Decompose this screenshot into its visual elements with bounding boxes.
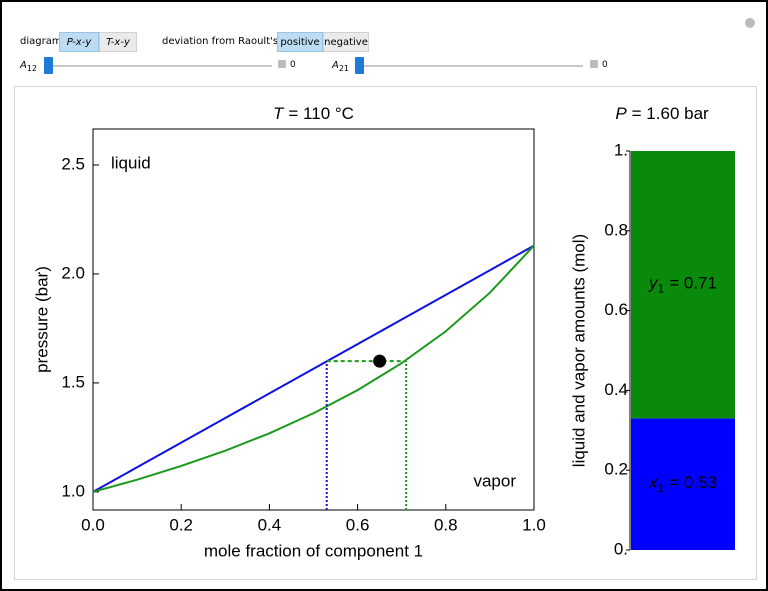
y-tick-label: 0.2 bbox=[604, 460, 628, 479]
line-series bbox=[92, 244, 535, 493]
chart: P = 1.60 bar 0. 0.2 0.4 0.6 0.8 1. liquid and va… bbox=[569, 104, 735, 558]
chart-title: T = 110 °C bbox=[273, 104, 354, 123]
chart: T = 110 °C 0.0 0.2 0.4 0.6 0.8 1.0 1.0 1.5 2.0 2.5 m… bbox=[32, 104, 545, 560]
annotation: liquid bbox=[111, 153, 151, 172]
title-text: = 1.60 bar bbox=[632, 104, 709, 123]
y-tick-label: 0.8 bbox=[604, 220, 628, 239]
label-subscript: 1 bbox=[658, 282, 665, 296]
slider-thumb[interactable] bbox=[355, 57, 364, 74]
bar-segment bbox=[631, 151, 735, 419]
deviation-option[interactable]: positive bbox=[277, 32, 323, 52]
diagram-option[interactable]: P-x-y bbox=[59, 32, 99, 52]
y-tick-label: 0.6 bbox=[604, 300, 628, 319]
deviation-option[interactable]: negative bbox=[323, 32, 369, 52]
diagram-label: diagram bbox=[20, 36, 62, 47]
title-text: = 110 °C bbox=[288, 104, 354, 123]
x-tick-label: 0.2 bbox=[169, 515, 193, 534]
slider-expand[interactable] bbox=[590, 60, 598, 68]
bar-segment bbox=[631, 418, 735, 550]
slider-value: 0 bbox=[602, 60, 608, 70]
slider-expand[interactable] bbox=[278, 60, 286, 68]
y-tick-label: 2.5 bbox=[61, 154, 85, 173]
y-axis-label: pressure (bar) bbox=[32, 266, 51, 373]
state-point bbox=[373, 354, 387, 368]
x-tick-label: 0.4 bbox=[258, 515, 282, 534]
bar-label: x1 = 0.53 bbox=[648, 474, 717, 496]
title-symbol: P bbox=[615, 104, 627, 123]
y-tick-label: 1. bbox=[614, 140, 628, 159]
slider-track[interactable] bbox=[355, 65, 583, 67]
slider-track[interactable] bbox=[44, 65, 272, 67]
plot-frame bbox=[92, 128, 535, 511]
deviation-label: deviation from Raoult's law bbox=[162, 36, 299, 47]
y-tick-label: 2.0 bbox=[61, 263, 85, 282]
output-panel bbox=[14, 86, 757, 580]
slider-thumb[interactable] bbox=[44, 57, 53, 74]
diagram-option[interactable]: T-x-y bbox=[99, 32, 137, 52]
x-axis-label: mole fraction of component 1 bbox=[204, 541, 423, 560]
slider-subscript: 21 bbox=[338, 64, 350, 73]
slider-symbol: A bbox=[20, 60, 27, 71]
x-tick-label: 0.6 bbox=[346, 515, 370, 534]
y-tick-label: 1.5 bbox=[61, 372, 85, 391]
line-series bbox=[92, 244, 535, 493]
slider-subscript: 12 bbox=[26, 64, 38, 73]
annotation: vapor bbox=[473, 471, 516, 490]
title-symbol: T bbox=[273, 104, 285, 123]
x-tick-label: 0.0 bbox=[81, 515, 105, 534]
y-tick-label: 1.0 bbox=[61, 481, 85, 500]
label-subscript: 1 bbox=[658, 481, 665, 495]
label-text: = 0.71 bbox=[669, 274, 717, 293]
y-tick-label: 0. bbox=[614, 539, 628, 558]
slider-label: A21 bbox=[332, 60, 349, 73]
y-axis-label: liquid and vapor amounts (mol) bbox=[569, 234, 588, 467]
label-symbol: x bbox=[648, 474, 658, 493]
label-symbol: y bbox=[648, 274, 659, 293]
bar-label: y1 = 0.71 bbox=[648, 274, 717, 296]
slider-symbol: A bbox=[332, 60, 339, 71]
label-text: = 0.53 bbox=[669, 474, 717, 493]
chart-title: P = 1.60 bar bbox=[615, 104, 709, 123]
y-tick-label: 0.4 bbox=[604, 380, 628, 399]
x-tick-label: 1.0 bbox=[522, 515, 546, 534]
slider-value: 0 bbox=[290, 60, 296, 70]
chart-group: T = 110 °C 0.0 0.2 0.4 0.6 0.8 1.0 1.0 1.5 2.0 2.5 m… bbox=[32, 104, 735, 560]
options-icon[interactable] bbox=[745, 18, 755, 28]
slider-label: A12 bbox=[20, 60, 37, 73]
x-tick-label: 0.8 bbox=[434, 515, 458, 534]
